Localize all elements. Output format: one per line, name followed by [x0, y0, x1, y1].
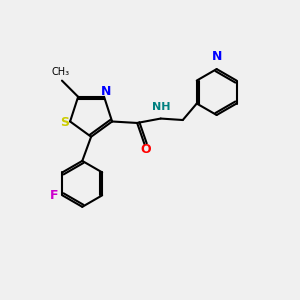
- Text: NH: NH: [152, 102, 170, 112]
- Text: CH₃: CH₃: [51, 67, 70, 77]
- Text: F: F: [50, 189, 58, 202]
- Text: S: S: [60, 116, 69, 130]
- Text: N: N: [212, 50, 222, 63]
- Text: N: N: [100, 85, 111, 98]
- Text: O: O: [141, 143, 151, 156]
